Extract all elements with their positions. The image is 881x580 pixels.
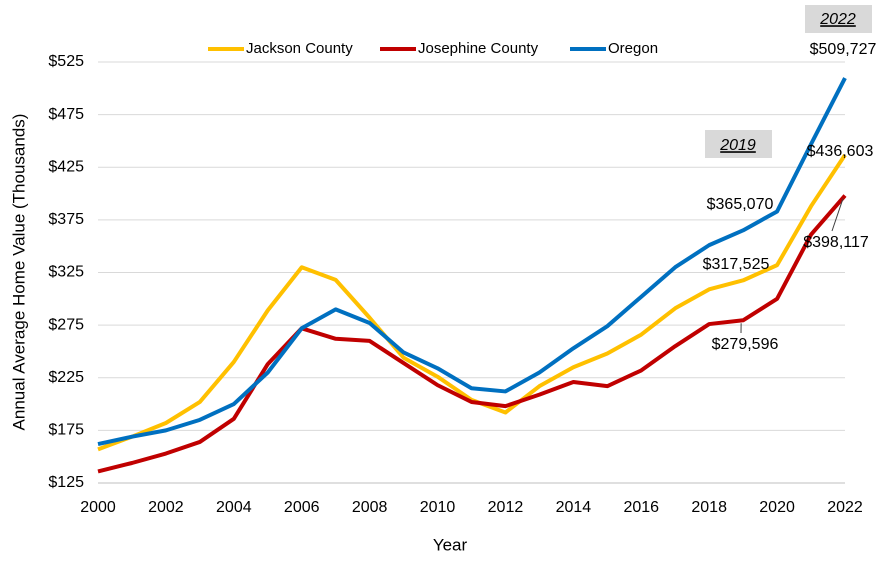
y-tick-label: $375 xyxy=(48,211,84,228)
data-label: $317,525 xyxy=(703,256,770,273)
x-tick-label: 2006 xyxy=(284,499,320,516)
annotation: 2019 xyxy=(719,137,756,154)
y-tick-label: $325 xyxy=(48,264,84,281)
legend-label: Oregon xyxy=(608,40,658,57)
x-tick-label: 2014 xyxy=(556,499,592,516)
y-tick-label: $275 xyxy=(48,316,84,333)
y-tick-label: $125 xyxy=(48,474,84,491)
data-label: $436,603 xyxy=(807,143,874,160)
data-label: $365,070 xyxy=(707,196,774,213)
data-label: $509,727 xyxy=(810,41,877,58)
series-line xyxy=(97,194,847,474)
x-tick-label: 2008 xyxy=(352,499,388,516)
x-tick-label: 2000 xyxy=(80,499,116,516)
x-axis-label: Year xyxy=(433,535,468,554)
y-tick-label: $425 xyxy=(48,158,84,175)
series-line xyxy=(97,77,847,447)
y-tick-label: $525 xyxy=(48,53,84,70)
legend-label: Jackson County xyxy=(246,40,353,57)
y-tick-label: $225 xyxy=(48,369,84,386)
annotation: 2022 xyxy=(819,11,856,28)
x-tick-label: 2002 xyxy=(148,499,184,516)
leader-line xyxy=(831,198,844,232)
y-tick-label: $175 xyxy=(48,422,84,439)
x-tick-label: 2016 xyxy=(623,499,659,516)
x-tick-label: 2018 xyxy=(691,499,727,516)
x-tick-label: 2020 xyxy=(759,499,795,516)
y-axis-label: Annual Average Home Value (Thousands) xyxy=(9,114,28,431)
x-tick-label: 2012 xyxy=(488,499,524,516)
x-tick-label: 2004 xyxy=(216,499,252,516)
x-tick-label: 2010 xyxy=(420,499,456,516)
data-label: $398,117 xyxy=(803,234,869,251)
annotation-box xyxy=(805,5,872,33)
x-tick-label: 2022 xyxy=(827,499,863,516)
annotation-box xyxy=(705,130,772,158)
y-tick-label: $475 xyxy=(48,106,84,123)
legend-label: Josephine County xyxy=(418,40,539,57)
data-label: $279,596 xyxy=(712,336,779,353)
